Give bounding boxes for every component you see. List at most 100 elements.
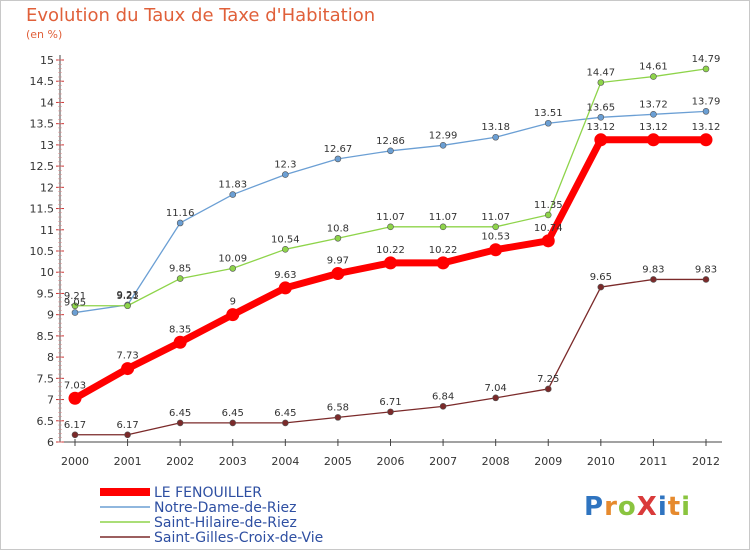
legend-label: Saint-Gilles-Croix-de-Vie [154, 530, 323, 546]
data-point [702, 65, 710, 73]
data-label: 9.85 [169, 264, 191, 275]
data-point [226, 308, 240, 322]
y-tick-label: 14.5 [30, 75, 55, 88]
data-label: 10.09 [218, 253, 247, 264]
data-point [121, 362, 135, 376]
x-tick-label: 2000 [61, 455, 89, 468]
data-point [439, 142, 447, 149]
data-point [544, 119, 552, 127]
data-label: 12.67 [324, 144, 353, 155]
data-label: 13.12 [692, 122, 721, 133]
y-tick-label: 10 [40, 266, 54, 279]
data-point [492, 223, 499, 231]
data-point [229, 265, 237, 272]
y-tick-label: 8.5 [37, 330, 55, 343]
x-tick-label: 2010 [587, 455, 615, 468]
x-tick-label: 2008 [482, 455, 510, 468]
data-point [650, 111, 657, 118]
data-point [439, 223, 447, 231]
logo-letter: X [636, 492, 658, 522]
data-label: 6.45 [222, 408, 244, 419]
y-tick-label: 7 [47, 394, 54, 407]
data-label: 6.84 [432, 391, 454, 402]
data-label: 9.97 [327, 255, 349, 266]
y-tick-label: 8 [47, 351, 54, 364]
data-label: 12.86 [376, 136, 405, 147]
data-label: 9.21 [64, 291, 86, 302]
y-tick-label: 9.5 [37, 287, 55, 300]
data-point [282, 419, 289, 427]
data-point [436, 256, 450, 270]
data-label: 9.65 [590, 272, 612, 283]
data-label: 11.07 [429, 212, 458, 223]
chart-title: Evolution du Taux de Taxe d'Habitation [26, 5, 376, 26]
data-point [71, 302, 79, 310]
data-label: 7.25 [537, 374, 559, 385]
logo-letter: i [681, 492, 692, 522]
data-point [439, 403, 447, 410]
data-label: 14.79 [692, 54, 721, 65]
data-point [229, 191, 237, 198]
data-point [597, 114, 605, 121]
x-tick-label: 2003 [219, 455, 247, 468]
data-label: 6.45 [169, 408, 191, 419]
data-label: 11.16 [166, 208, 195, 219]
data-point [650, 73, 657, 80]
data-point [176, 275, 184, 282]
data-label: 10.22 [429, 245, 458, 256]
data-label: 10.53 [481, 232, 510, 243]
data-label: 7.04 [485, 383, 507, 394]
logo-letter: r [604, 492, 618, 522]
data-point [594, 133, 608, 147]
data-label: 11.35 [534, 200, 563, 211]
x-tick-label: 2012 [692, 455, 720, 468]
data-point [597, 79, 605, 86]
y-tick-label: 13 [40, 139, 54, 152]
x-tick-label: 2009 [534, 455, 562, 468]
x-tick-label: 2005 [324, 455, 352, 468]
y-tick-label: 11.5 [30, 203, 55, 216]
data-point [278, 281, 292, 295]
legend-label: LE FENOUILLER [154, 485, 262, 501]
data-label: 10.74 [534, 223, 563, 234]
data-label: 10.54 [271, 234, 300, 245]
data-label: 12.99 [429, 130, 458, 141]
data-label: 9.23 [116, 290, 138, 301]
data-point [124, 302, 131, 310]
data-label: 14.61 [639, 62, 668, 73]
data-point [544, 385, 552, 393]
data-label: 10.8 [327, 223, 349, 234]
logo-letter: i [657, 492, 668, 522]
proxiti-logo: ProXiti [584, 492, 691, 522]
data-label: 11.07 [481, 212, 510, 223]
data-label: 9.63 [274, 270, 296, 281]
data-label: 13.12 [639, 122, 668, 133]
data-label: 9.83 [695, 264, 717, 275]
data-label: 13.18 [481, 122, 510, 133]
data-point [173, 335, 187, 349]
y-tick-label: 12 [40, 181, 54, 194]
data-point [597, 283, 605, 291]
x-tick-label: 2011 [639, 455, 667, 468]
series-3 [71, 276, 710, 439]
data-point [489, 243, 503, 257]
data-label: 6.45 [274, 408, 296, 419]
data-point [702, 108, 710, 115]
data-label: 12.3 [274, 160, 296, 171]
data-label: 10.22 [376, 245, 405, 256]
data-label: 13.72 [639, 99, 668, 110]
data-label: 7.03 [64, 380, 86, 391]
series-layer [68, 65, 713, 439]
data-point [387, 147, 394, 155]
data-point [492, 133, 499, 141]
data-label: 9 [230, 297, 236, 308]
data-label: 6.71 [379, 397, 401, 408]
y-tick-label: 6 [47, 436, 54, 449]
data-labels: 7.03 7.73 8.35 9 9.63 9.97 10.22 10.22 10.53 10.7… [64, 54, 720, 431]
data-point [282, 246, 289, 253]
data-label: 7.73 [116, 351, 138, 362]
data-point [282, 171, 289, 178]
data-label: 9.05 [64, 298, 86, 309]
